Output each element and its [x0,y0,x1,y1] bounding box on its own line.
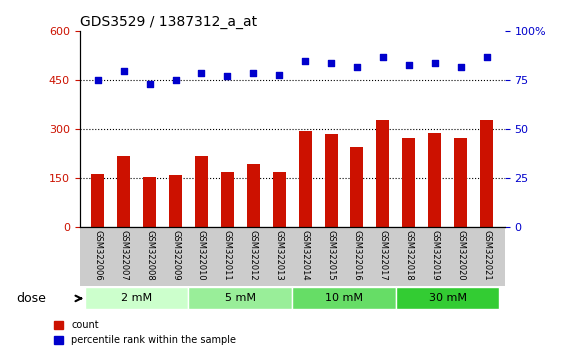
FancyBboxPatch shape [292,287,396,309]
Text: GSM322018: GSM322018 [404,230,413,281]
Bar [376,120,389,227]
Bar [273,172,286,227]
Text: GSM322009: GSM322009 [171,230,180,281]
Text: GSM322015: GSM322015 [327,230,335,281]
Bar [480,120,493,227]
Point [275,72,284,78]
Text: GSM322008: GSM322008 [145,230,154,281]
Text: GSM322006: GSM322006 [93,230,102,281]
Bar [169,175,182,227]
Text: 5 mM: 5 mM [225,293,256,303]
Text: GSM322012: GSM322012 [249,230,258,281]
Text: 2 mM: 2 mM [121,293,152,303]
Point [404,62,413,68]
Text: dose: dose [16,292,45,305]
Bar [143,177,156,227]
Bar [247,164,260,227]
Text: GSM322017: GSM322017 [378,230,387,281]
Point [93,78,102,83]
Text: GSM322007: GSM322007 [119,230,128,281]
Legend: count, percentile rank within the sample: count, percentile rank within the sample [50,316,240,349]
Point [482,54,491,60]
Bar [402,138,415,227]
Text: GSM322010: GSM322010 [197,230,206,281]
Text: GSM322019: GSM322019 [430,230,439,281]
Point [430,60,439,65]
Text: 10 mM: 10 mM [325,293,363,303]
Bar [195,155,208,227]
Point [145,81,154,87]
Bar [117,155,130,227]
Bar [351,147,364,227]
Point [197,70,206,75]
Bar [91,174,104,227]
Bar [221,172,234,227]
Text: GDS3529 / 1387312_a_at: GDS3529 / 1387312_a_at [80,15,257,29]
Point [223,74,232,79]
Point [301,58,310,64]
FancyBboxPatch shape [188,287,292,309]
FancyBboxPatch shape [85,287,188,309]
Bar [428,133,441,227]
Text: GSM322014: GSM322014 [301,230,310,281]
Point [378,54,387,60]
Text: GSM322013: GSM322013 [275,230,284,281]
Text: GSM322020: GSM322020 [456,230,465,281]
Text: GSM322011: GSM322011 [223,230,232,281]
Point [119,68,128,73]
Text: GSM322016: GSM322016 [352,230,361,281]
Bar [454,138,467,227]
Bar [298,131,311,227]
Text: GSM322021: GSM322021 [482,230,491,281]
FancyBboxPatch shape [396,287,499,309]
Point [249,70,257,75]
Point [456,64,465,69]
Point [171,78,180,83]
Point [352,64,361,69]
Bar [325,134,338,227]
Text: 30 mM: 30 mM [429,293,467,303]
Point [327,60,335,65]
